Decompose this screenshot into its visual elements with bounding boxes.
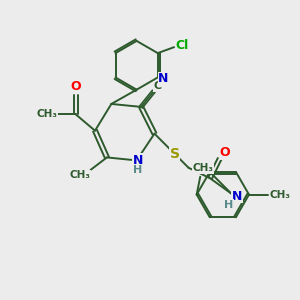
Text: Cl: Cl [176, 39, 189, 52]
Text: CH₃: CH₃ [70, 170, 91, 180]
Text: CH₃: CH₃ [269, 190, 290, 200]
Text: S: S [170, 147, 180, 161]
Text: H: H [134, 165, 143, 175]
Text: CH₃: CH₃ [36, 109, 57, 119]
Text: N: N [133, 154, 143, 167]
Text: O: O [220, 146, 230, 160]
Text: O: O [70, 80, 81, 93]
Text: C: C [154, 81, 162, 91]
Text: CH₃: CH₃ [193, 164, 214, 173]
Text: H: H [224, 200, 234, 210]
Text: N: N [232, 190, 242, 202]
Text: N: N [158, 73, 169, 85]
